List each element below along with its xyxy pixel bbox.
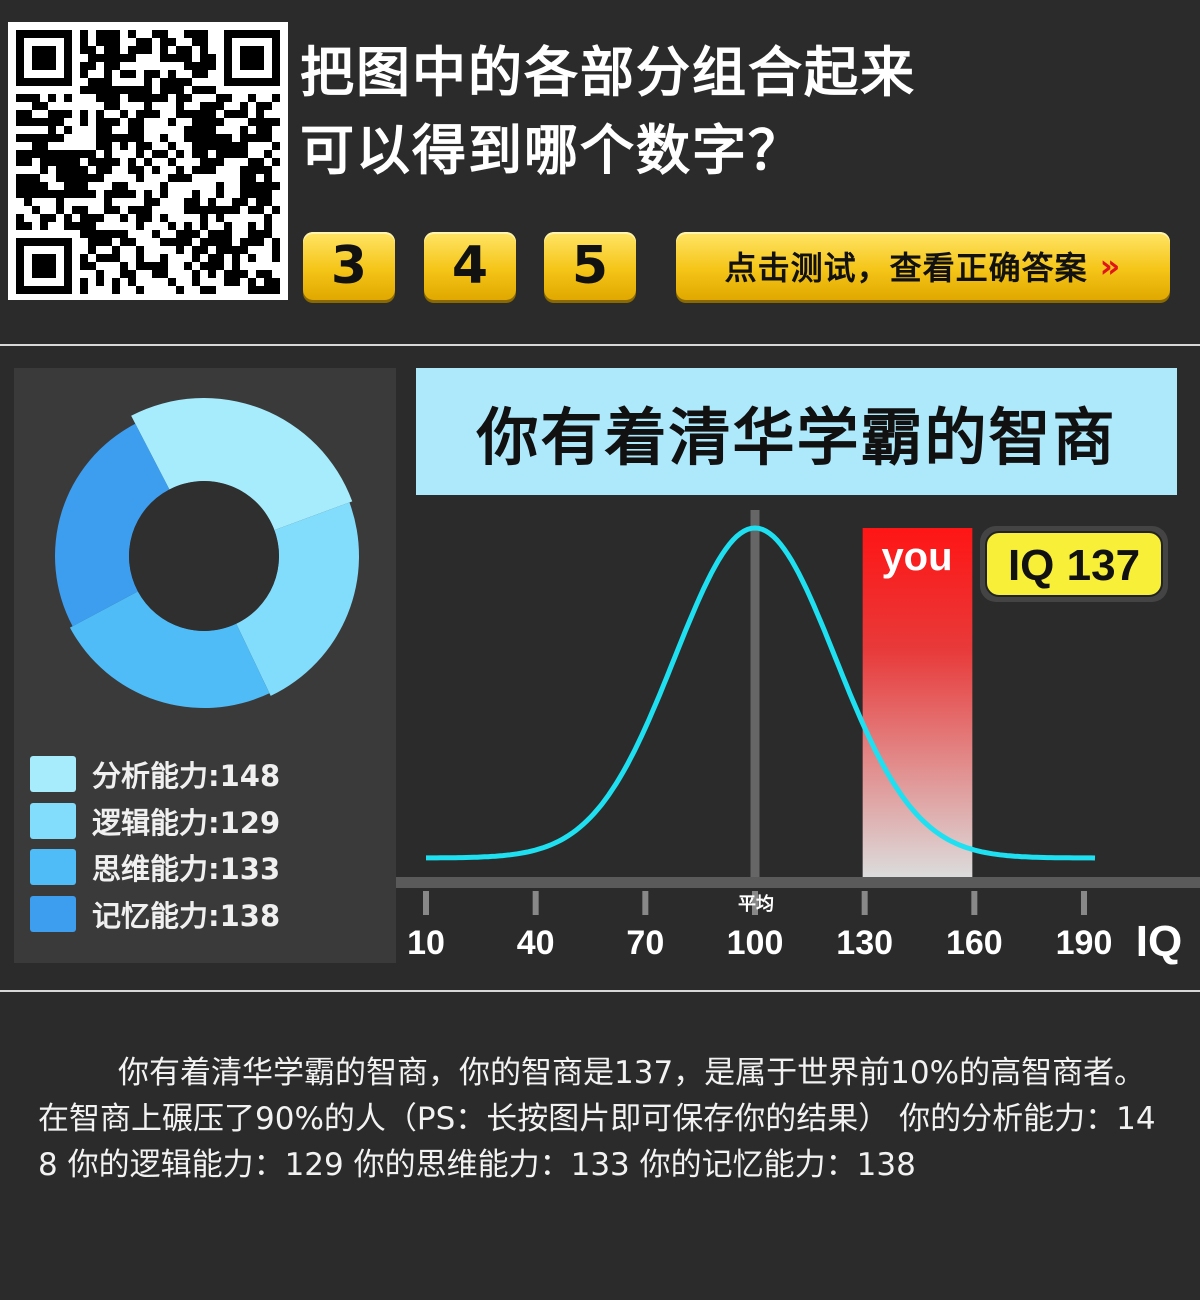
result-banner: 你有着清华学霸的智商 [416, 368, 1177, 495]
legend-label: 记忆能力:138 [92, 899, 281, 933]
x-tick [752, 891, 758, 915]
legend-item-thinking: 思维能力:133 [30, 849, 281, 886]
legend-swatch [30, 803, 76, 839]
iq-badge: IQ 137 [980, 526, 1168, 602]
result-banner-title: 你有着清华学霸的智商 [476, 400, 1117, 474]
x-tick-label: 40 [517, 924, 555, 962]
legend-label: 思维能力:133 [92, 852, 281, 886]
divider-top [0, 344, 1200, 346]
legend-swatch [30, 756, 76, 792]
x-tick-label: 160 [946, 924, 1003, 962]
iq-badge-label: IQ 137 [1008, 541, 1140, 590]
x-tick [1081, 891, 1087, 915]
legend-label: 逻辑能力:129 [92, 806, 281, 840]
option-button-1[interactable]: 3 [303, 232, 395, 300]
legend-item-logic: 逻辑能力:129 [30, 803, 281, 840]
donut-slice-3 [69, 591, 270, 708]
x-tick-label: 130 [836, 924, 893, 962]
check-answer-label: 点击测试，查看正确答案 [724, 249, 1088, 287]
legend-label: 分析能力:148 [92, 759, 281, 793]
x-tick [861, 891, 868, 915]
question-line-2: 可以得到哪个数字？ [300, 119, 804, 182]
donut-slice-2 [236, 502, 359, 696]
option-button-3[interactable]: 5 [544, 232, 636, 300]
divider-bottom [0, 990, 1200, 992]
you-highlight-band [862, 528, 973, 877]
x-tick-label: 100 [727, 924, 784, 962]
you-label: you [881, 535, 952, 579]
legend-swatch [30, 849, 76, 885]
legend-item-analysis: 分析能力:148 [30, 756, 281, 793]
donut-hole [129, 481, 279, 631]
double-chevron-right-icon: » [1099, 247, 1122, 285]
iq-distribution-chart: 10 40 70 100 130 160 190 you IQ 137 平均 IQ [396, 500, 1200, 970]
x-tick-label: 10 [407, 924, 445, 962]
ability-panel: 分析能力:148 逻辑能力:129 思维能力:133 记忆能力:138 [14, 368, 396, 963]
question-text: 把图中的各部分组合起来 可以得到哪个数字？ [300, 34, 1180, 190]
ability-donut-chart [54, 397, 359, 708]
x-tick [642, 891, 649, 915]
x-axis [396, 877, 1200, 888]
axis-unit-label: IQ [1136, 917, 1182, 966]
result-description: 你有着清华学霸的智商，你的智商是137，是属于世界前10%的高智商者。在智商上碾… [38, 1055, 1156, 1183]
qr-code [8, 22, 288, 300]
question-line-1: 把图中的各部分组合起来 [300, 41, 916, 104]
legend-item-memory: 记忆能力:138 [30, 896, 281, 933]
mean-label: 平均 [738, 893, 774, 915]
x-tick-label: 190 [1056, 924, 1113, 962]
donut-slice-4 [54, 423, 170, 627]
x-tick [423, 891, 429, 915]
legend-swatch [30, 896, 76, 932]
x-tick-label: 70 [626, 924, 664, 962]
x-tick [971, 891, 978, 915]
option-button-2[interactable]: 4 [424, 232, 516, 300]
bell-curve [426, 525, 1096, 861]
check-answer-button[interactable]: 点击测试，查看正确答案 » [676, 232, 1170, 300]
donut-slice-1 [131, 397, 353, 531]
x-tick [532, 891, 539, 915]
